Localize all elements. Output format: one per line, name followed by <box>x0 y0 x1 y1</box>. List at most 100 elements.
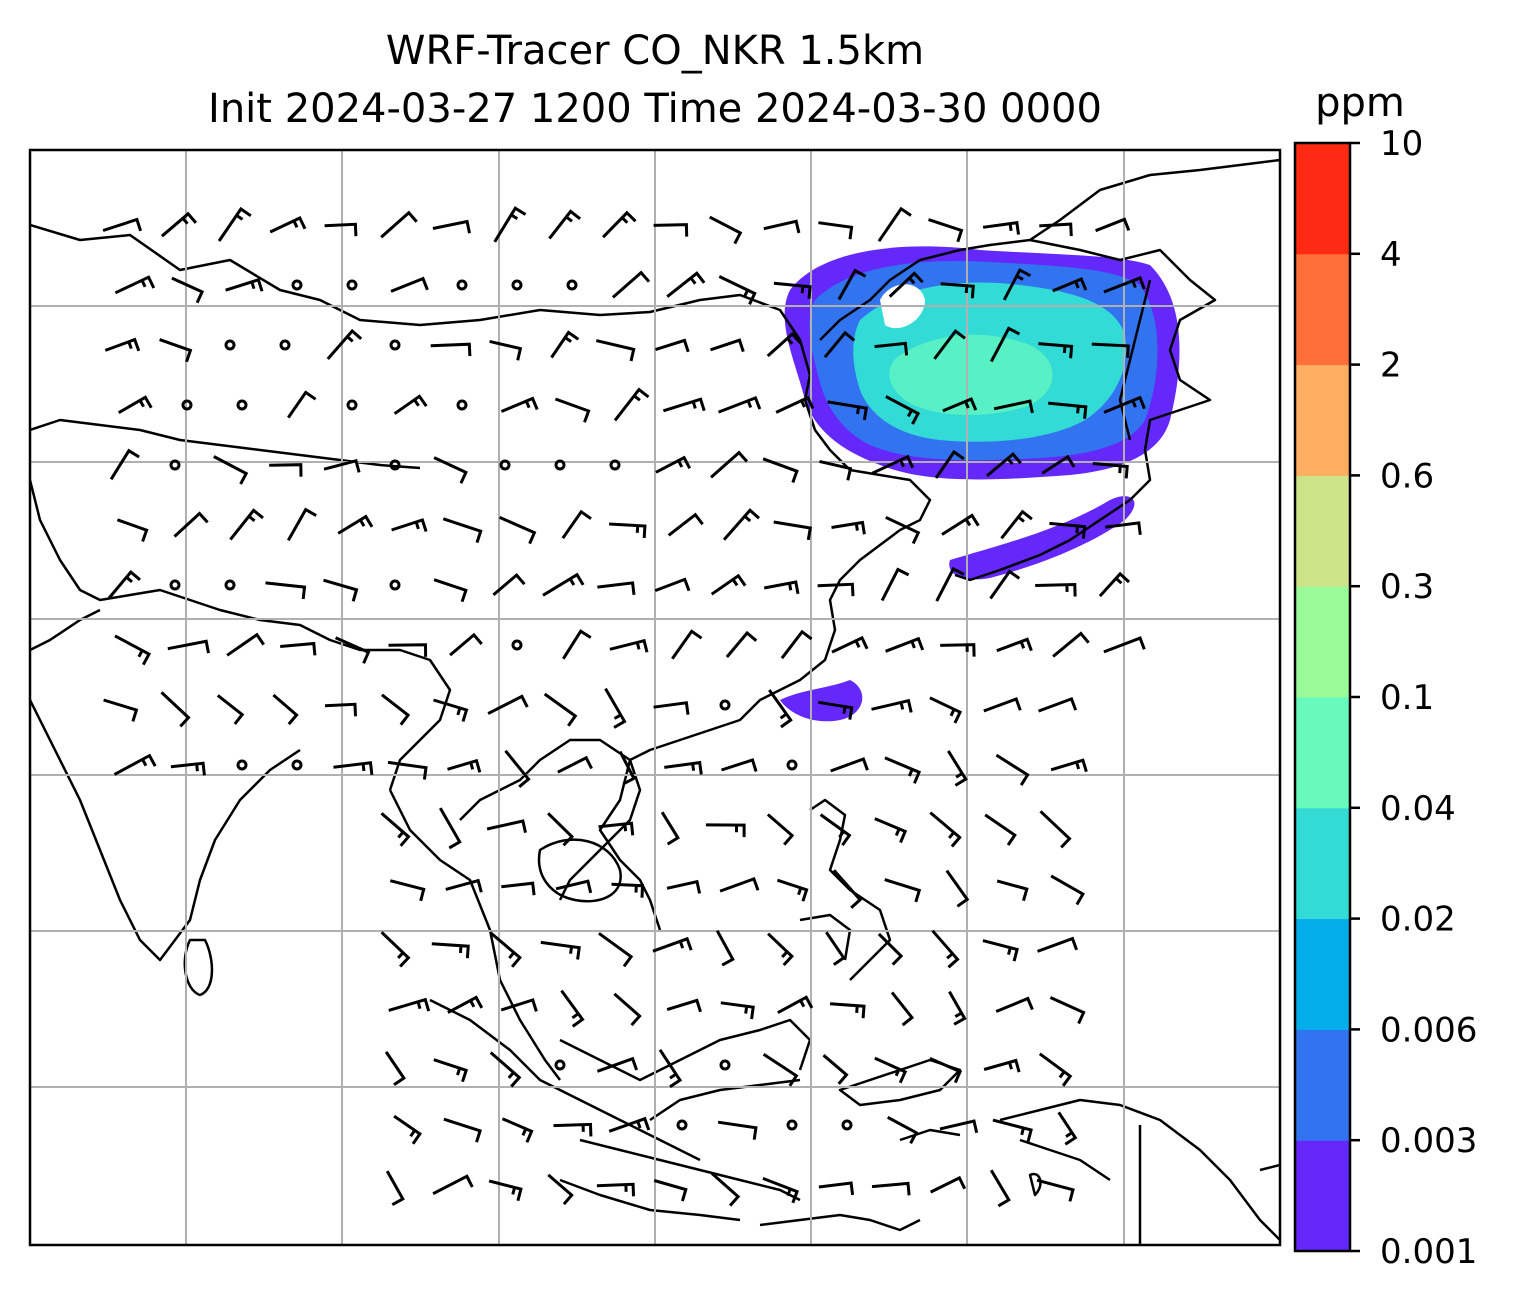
wind-barb <box>777 995 814 1015</box>
wind-barb <box>996 879 1029 902</box>
wind-barb <box>830 757 869 773</box>
wind-barb <box>547 1173 574 1206</box>
wind-barb <box>1000 509 1033 540</box>
wind-barb <box>877 932 904 966</box>
wind-barb <box>1036 1178 1075 1202</box>
wind-barb <box>1103 636 1146 654</box>
wind-barb-calm <box>554 1059 566 1071</box>
wind-barb <box>269 463 303 477</box>
wind-barb <box>939 1119 979 1134</box>
wind-barb <box>611 270 651 299</box>
wind-barb <box>557 755 593 774</box>
wind-barb <box>560 989 585 1028</box>
wind-barb <box>885 395 921 425</box>
wind-barb <box>393 1114 422 1145</box>
wind-barb <box>326 328 363 360</box>
wind-barb <box>380 812 411 847</box>
wind-barb <box>945 869 970 908</box>
wind-barb <box>117 395 153 414</box>
wind-barb <box>942 397 978 413</box>
wind-barb <box>598 932 634 968</box>
colorbar-tick-label: 0.003 <box>1380 1121 1477 1161</box>
wind-barb <box>548 209 582 240</box>
colorbar-swatch <box>1295 697 1350 809</box>
wind-barb <box>871 1181 911 1196</box>
wind-barb <box>380 210 418 239</box>
wind-barb <box>934 449 965 479</box>
wind-barb <box>717 395 762 414</box>
wind-barb <box>438 807 462 850</box>
wind-barb <box>554 397 591 423</box>
wind-barb <box>929 1057 963 1084</box>
wind-barb <box>597 581 636 595</box>
wind-barb <box>885 636 925 653</box>
wind-barb <box>710 1172 741 1207</box>
wind-barb-calm <box>609 459 621 471</box>
colorbar-tick-label: 0.6 <box>1380 456 1434 496</box>
wind-barb <box>776 878 809 902</box>
wind-barb <box>324 702 357 717</box>
wind-barb <box>216 694 245 725</box>
wind-barb <box>1052 631 1090 658</box>
wind-barb <box>871 698 913 713</box>
wind-barb <box>989 1169 1011 1208</box>
wind-barb-calm <box>224 579 236 591</box>
wind-barb <box>447 758 482 773</box>
wind-barb <box>818 700 854 720</box>
colorbar-tick-label: 0.001 <box>1380 1232 1477 1272</box>
wind-barb <box>385 1170 405 1207</box>
wind-barb <box>433 578 468 603</box>
wind-barb <box>718 275 757 305</box>
wind-barb-calm <box>566 279 578 291</box>
wind-barb <box>666 271 706 298</box>
wind-barb <box>715 929 735 967</box>
wind-barb <box>837 268 867 301</box>
wind-barb <box>1002 268 1032 301</box>
wind-barb <box>818 221 854 240</box>
wind-barb <box>884 756 922 784</box>
colorbar-tick-label: 10 <box>1380 124 1423 164</box>
wind-barb <box>388 643 428 657</box>
wind-barb <box>719 876 760 893</box>
wind-barb <box>823 330 856 359</box>
wind-barb <box>561 509 592 540</box>
wind-barb <box>389 879 426 902</box>
wind-barb <box>888 271 924 298</box>
wind-barb <box>431 942 470 959</box>
wind-barb <box>501 1117 534 1143</box>
wind-barb <box>655 455 692 474</box>
wind-barb <box>822 1054 849 1085</box>
wind-barb <box>611 882 645 898</box>
wind-barb <box>940 643 976 657</box>
wind-barb <box>762 457 799 484</box>
wind-barb <box>984 813 1017 846</box>
wind-barb <box>929 696 963 724</box>
wind-barb <box>1038 1052 1073 1087</box>
wind-barb <box>819 813 852 846</box>
wind-barb <box>433 698 469 722</box>
wind-barb <box>993 399 1034 414</box>
wind-barb-calm <box>346 279 358 291</box>
colorbar-tick-label: 0.006 <box>1380 1010 1477 1050</box>
wind-barb <box>886 1115 919 1145</box>
wind-barb <box>725 630 758 658</box>
wind-barb <box>709 215 743 245</box>
wind-barb <box>947 750 968 787</box>
wind-barb <box>885 515 921 545</box>
wind-barb-calm <box>719 1059 731 1071</box>
wind-barb <box>543 692 578 727</box>
wind-barb-calm <box>389 579 401 591</box>
wind-barb <box>540 940 581 960</box>
wind-barb-calm <box>554 459 566 471</box>
wind-barb <box>1052 277 1088 293</box>
wind-barb <box>880 567 910 602</box>
wind-barb <box>447 995 484 1014</box>
wind-barb <box>1049 996 1086 1025</box>
wind-barb <box>333 761 374 775</box>
wind-barb <box>780 629 813 660</box>
wind-barb <box>658 1048 683 1089</box>
wind-barb <box>890 991 915 1027</box>
wind-barb <box>1050 874 1085 906</box>
wind-barb <box>489 339 523 361</box>
wind-barb <box>654 577 691 593</box>
